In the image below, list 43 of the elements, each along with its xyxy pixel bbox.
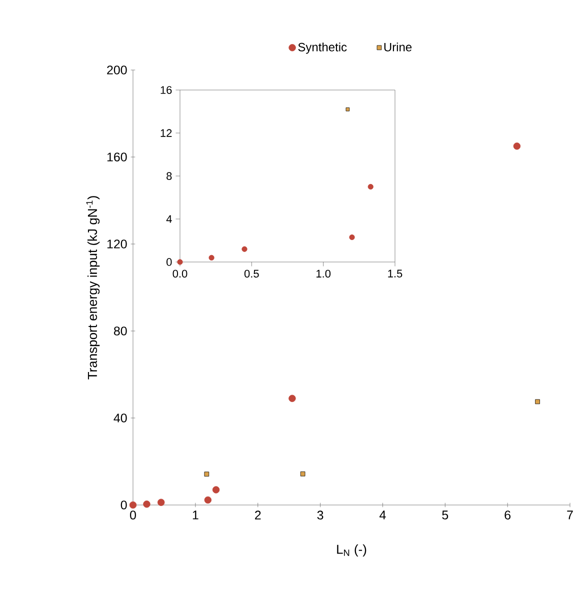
x-tick-label: 6: [504, 510, 510, 520]
legend-label: Urine: [384, 42, 412, 52]
x-tick-label: 0.0: [172, 270, 188, 278]
legend-label: Synthetic: [298, 42, 347, 54]
y-tick-label: 120: [107, 240, 127, 248]
y-tick-label: 16: [160, 86, 172, 94]
point: [288, 394, 296, 402]
y-tick-label: 12: [160, 129, 172, 137]
y-tick-label: 40: [114, 414, 127, 422]
y-axis-title: Transport energy input (kJ gN$^{-1}$): [86, 196, 100, 380]
x-tick-label: 2: [255, 510, 261, 520]
point: [157, 498, 165, 506]
x-tick-label: 1.0: [316, 270, 331, 278]
point: [204, 496, 212, 504]
x-tick-label: 3: [317, 510, 324, 520]
x-tick-label: 1.5: [388, 270, 402, 278]
point: [204, 472, 210, 477]
point: [212, 486, 220, 494]
y-tick-label: 160: [107, 152, 127, 162]
x-tick-label: 5: [442, 510, 448, 520]
x-tick-label: 1: [192, 510, 198, 520]
point: [129, 501, 137, 509]
y-tick-label: 4: [166, 215, 172, 223]
x-tick-label: 0.5: [244, 270, 259, 278]
y-tick-label: 200: [107, 66, 127, 74]
point: [208, 254, 214, 260]
point: [300, 471, 306, 476]
point: [513, 142, 521, 150]
y-tick-label: 0: [166, 258, 172, 266]
point: [346, 107, 350, 112]
point: [177, 259, 183, 265]
point: [349, 234, 355, 240]
y-tick-label: 80: [114, 326, 127, 336]
point: [143, 500, 150, 508]
point: [242, 246, 248, 252]
point: [535, 399, 540, 404]
x-tick-label: 7: [567, 510, 573, 520]
y-tick-label: 8: [166, 172, 172, 180]
x-axis-title: L$_{N}$ (-): [337, 544, 366, 556]
point: [368, 184, 374, 190]
x-tick-label: 0: [130, 510, 136, 520]
x-tick-label: 4: [380, 510, 386, 520]
y-tick-label: 0: [120, 500, 127, 510]
